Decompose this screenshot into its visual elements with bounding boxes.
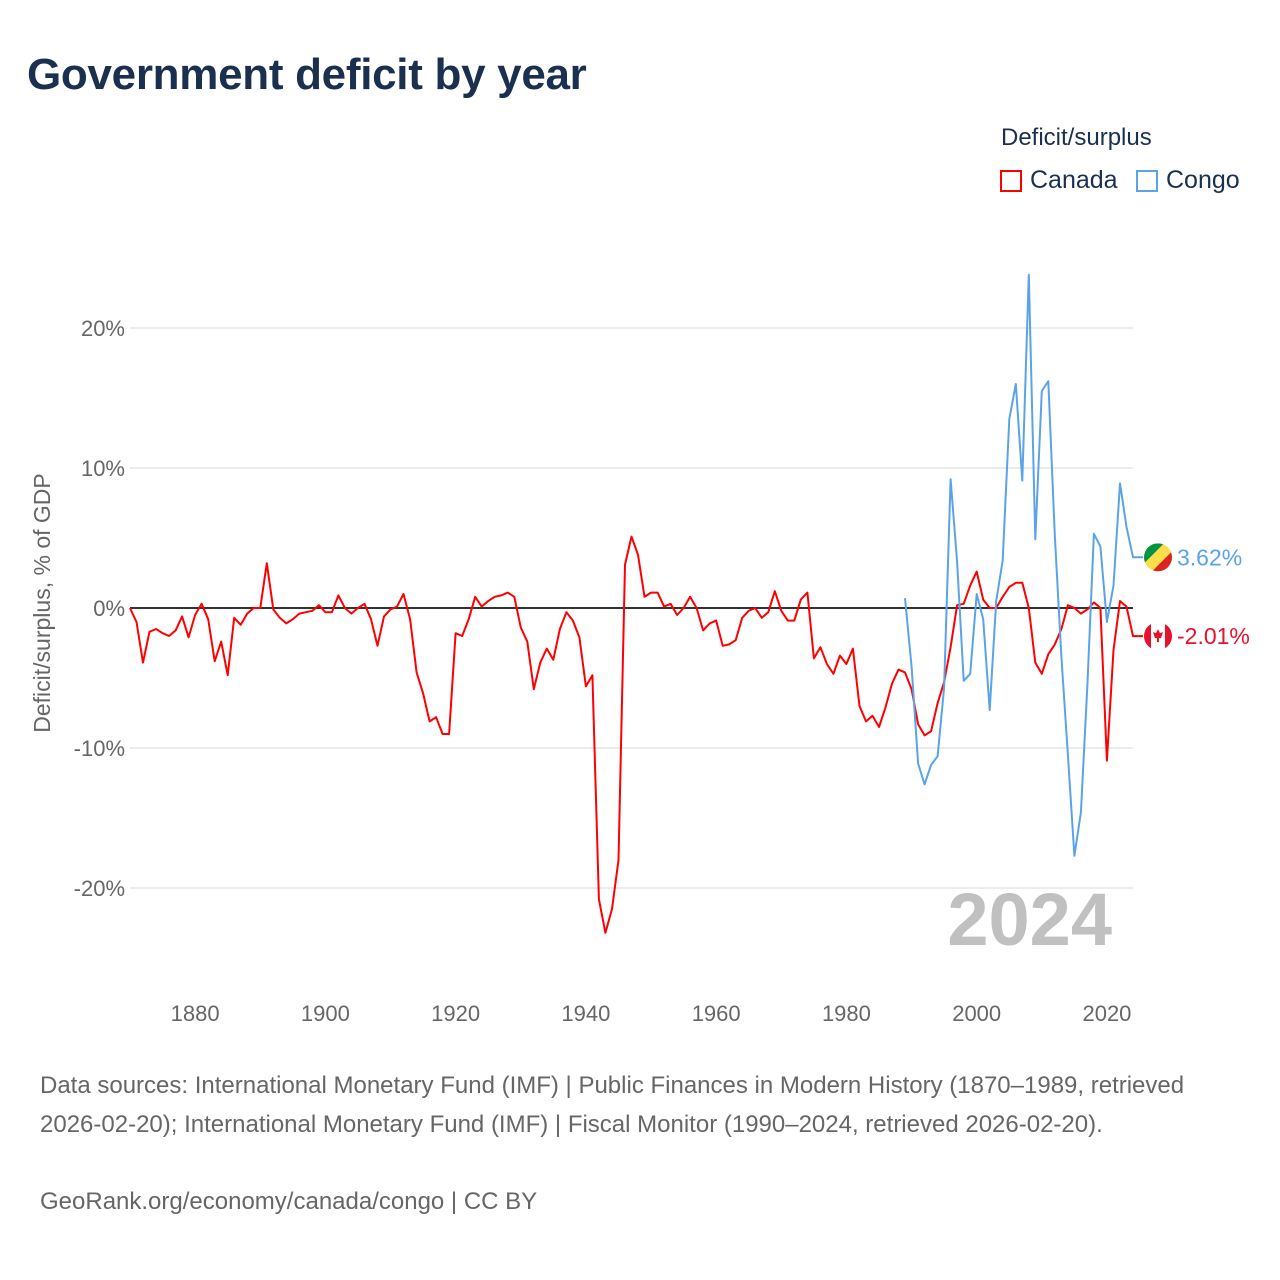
series-line-canada <box>129 535 1143 934</box>
series-line-congo <box>904 273 1143 857</box>
legend-label-congo: Congo <box>1166 166 1240 194</box>
end-value-label-congo: 3.62% <box>1177 544 1242 570</box>
end-value-label-canada: -2.01% <box>1177 623 1250 649</box>
flag-congo-icon <box>1144 543 1172 572</box>
x-tick-label: 1980 <box>822 1001 871 1026</box>
legend-item-canada[interactable]: Canada <box>1000 166 1118 195</box>
legend-label-canada: Canada <box>1030 166 1118 194</box>
y-tick-label: 10% <box>81 456 125 481</box>
flag-shape <box>1144 622 1172 651</box>
legend-item-congo[interactable]: Congo <box>1136 166 1240 195</box>
y-tick-label: -20% <box>74 876 125 901</box>
legend-swatch-canada <box>1000 169 1022 192</box>
y-tick-label: 20% <box>81 316 125 341</box>
y-tick-label: 0% <box>93 596 125 621</box>
flag-shape <box>1144 543 1172 572</box>
x-tick-label: 1960 <box>692 1001 741 1026</box>
x-tick-label: 2020 <box>1082 1001 1131 1026</box>
data-sources: Data sources: International Monetary Fun… <box>40 1072 1185 1138</box>
x-tick-label: 1920 <box>431 1001 480 1026</box>
chart-title: Government deficit by year <box>27 50 587 99</box>
x-tick-label: 1900 <box>301 1001 350 1026</box>
y-axis-label: Deficit/surplus, % of GDP <box>29 473 55 732</box>
maple-leaf-icon <box>1153 629 1163 643</box>
y-tick-label: -10% <box>74 736 125 761</box>
flag-red-left <box>1144 622 1151 651</box>
year-watermark: 2024 <box>947 878 1112 961</box>
x-tick-label: 1940 <box>561 1001 610 1026</box>
credit-link[interactable]: GeoRank.org/economy/canada/congo | CC BY <box>40 1188 538 1215</box>
line-chart: 2024 20% 10% 0% -10% -20% 1880 1900 1920 1940 19… <box>29 273 1250 1026</box>
flag-green <box>1144 543 1164 564</box>
x-tick-label: 1880 <box>171 1001 220 1026</box>
x-tick-label: 2000 <box>952 1001 1001 1026</box>
legend-swatch-congo <box>1136 169 1158 192</box>
flag-red <box>1152 551 1172 572</box>
flag-red-right <box>1165 622 1172 651</box>
legend-title: Deficit/surplus <box>1001 124 1152 151</box>
flag-canada-icon <box>1144 622 1172 651</box>
